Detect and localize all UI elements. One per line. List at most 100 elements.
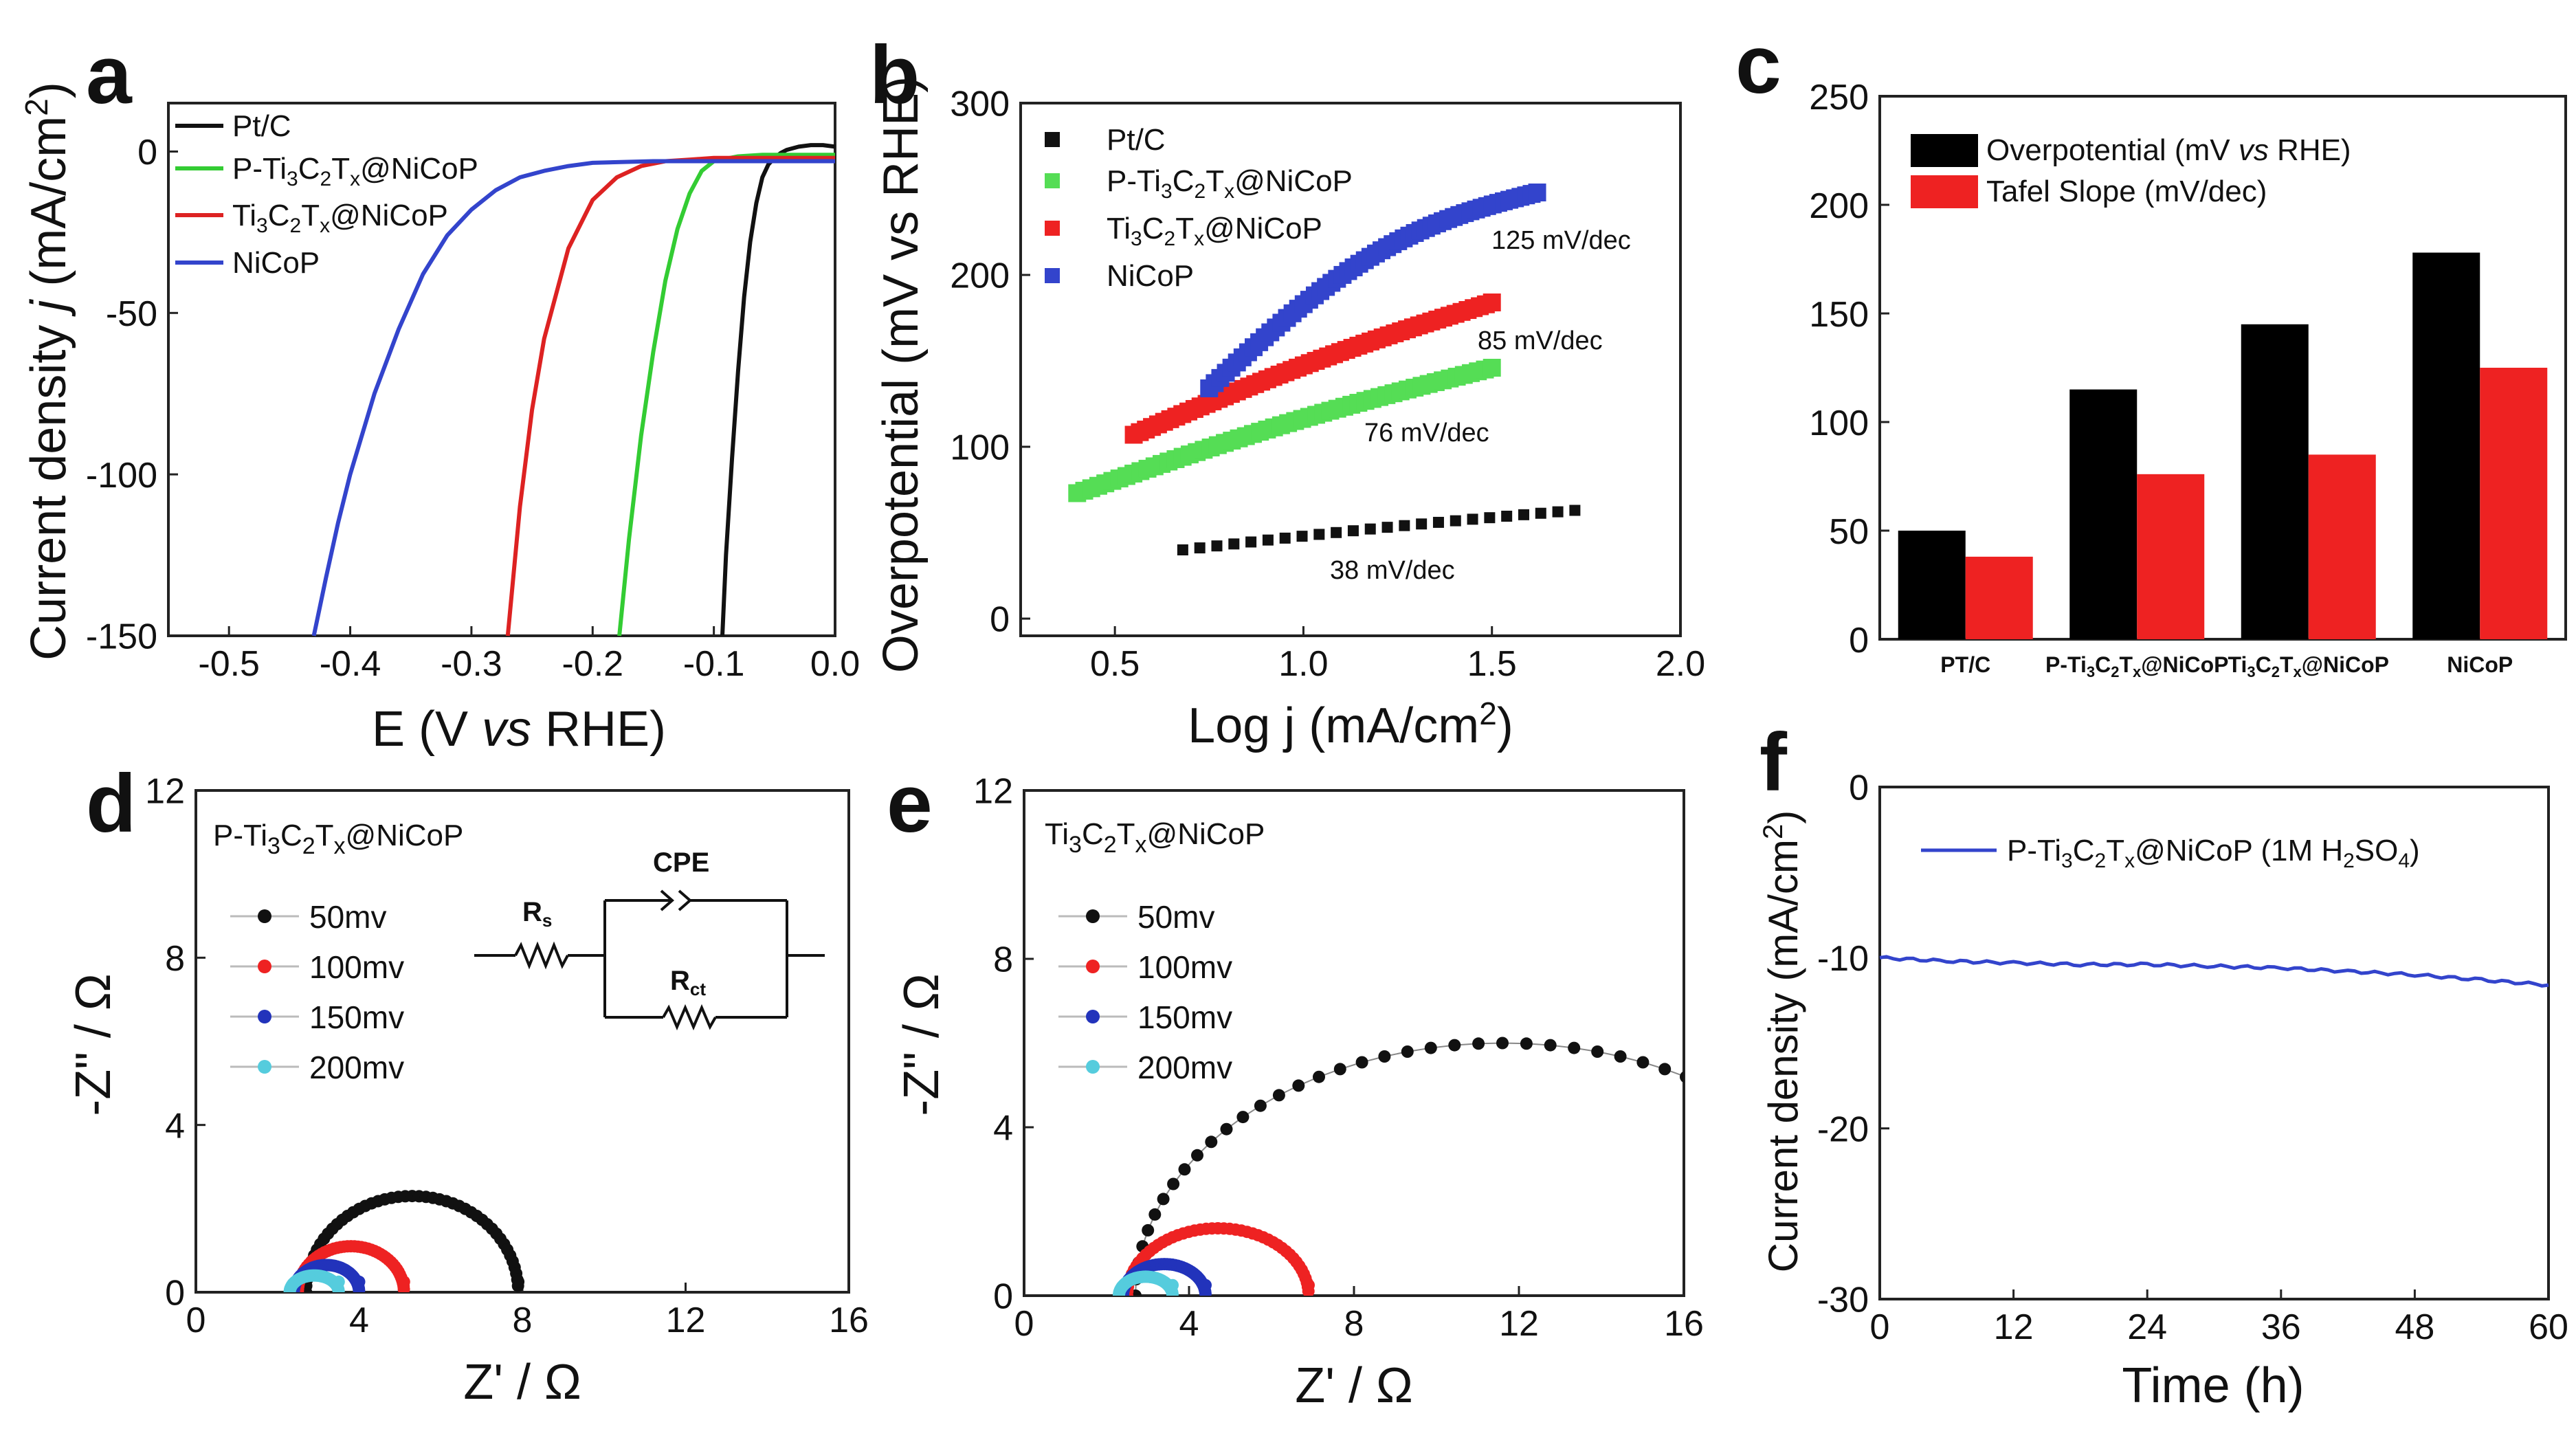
data-point-pt-c [1381,522,1393,533]
panel-f: f 0 12 24 36 48 60 0 -10 -20 -30 P-Ti3C2Tx@NiCoP … [1758,716,2568,1413]
panel-d-ylabel: -Z" / Ω [66,973,121,1116]
panel-c-ytick-label: 150 [1809,295,1869,335]
legend-ti3c2tx-nicop: Ti3C2Tx@NiCoP [1107,212,1322,250]
data-point-50mv [1738,1100,1751,1112]
data-point-50mv [1424,1041,1437,1054]
legend-p-ti3c2tx-nicop: P-Ti3C2Tx@NiCoP [1107,164,1353,203]
legend-marker-50mv [1086,909,1100,923]
panel-a-ytick-label: -100 [86,456,157,496]
panel-d-letter: d [86,757,136,850]
data-point-200mv [332,1275,345,1288]
data-point-50mv [1472,1037,1485,1050]
panel-f-ytick-label: 0 [1849,768,1869,808]
panel-a-frame [167,102,836,637]
panel-b-ytick-label: 300 [950,85,1010,124]
data-point-pt-c [1347,525,1359,537]
panel-e-ylabel: -Z" / Ω [894,973,949,1116]
panel-e: e 0 4 8 12 16 0 4 8 12 Ti3C2Tx@NiCoP 50mv 100mv 15… [887,757,1856,1413]
circuit-label-rct: Rct [670,966,706,999]
legend-marker-150mv [1086,1010,1100,1023]
panel-e-xtick-label: 16 [1664,1304,1704,1344]
data-point-pt-c [1211,540,1223,552]
panel-a-ytick-label: -50 [106,294,157,334]
panel-e-ytick-label: 12 [973,772,1013,812]
panel-f-xtick-label: 48 [2395,1307,2434,1347]
bar-overpotential-ti3c2tx-nicop [2241,324,2309,639]
panel-d-title: P-Ti3C2Tx@NiCoP [213,819,463,859]
data-point-ti3c2tx-nicop [1483,293,1501,311]
legend-100mv: 100mv [1137,949,1232,985]
data-point-pt-c [1467,513,1478,525]
legend-marker-p-ti3c2tx-nicop [1045,173,1060,188]
category-label-p-ti3c2tx-nicop: P-Ti3C2Tx@NiCoP [2045,652,2228,680]
panel-a-xtick-label: 0.0 [810,644,860,684]
data-point-50mv [1292,1079,1305,1092]
panel-c-frame [1878,95,2567,641]
data-point-pt-c [1177,544,1188,555]
panel-c-legend: Overpotential (mV vs RHE) Tafel Slope (m… [1911,133,2351,208]
category-label-pt-c: PT/C [1940,652,1990,677]
slope-label-ti3c2tx-nicop: 85 mV/dec [1478,326,1603,355]
data-point-50mv [1520,1037,1533,1050]
panel-b-xtick-label: 0.5 [1090,644,1140,684]
panel-e-letter: e [887,757,933,850]
panel-f-xtick-label: 60 [2529,1307,2568,1347]
category-label-ti3c2tx-nicop: Ti3C2Tx@NiCoP [2228,652,2389,680]
panel-d-xtick-label: 8 [513,1300,533,1340]
data-point-pt-c [1552,506,1564,518]
panel-d-legend: 50mv 100mv 150mv 200mv [230,899,404,1085]
legend-marker-50mv [258,909,271,923]
data-point-pt-c [1432,516,1444,528]
panel-e-xlabel: Z' / Ω [1295,1358,1413,1413]
panel-e-xtick-label: 12 [1499,1304,1539,1344]
data-point-pt-c [1228,538,1240,550]
data-point-50mv [1844,1208,1856,1221]
panel-e-ytick-label: 4 [993,1109,1013,1149]
panel-f-xlabel: Time (h) [2122,1358,2304,1413]
panel-a-xlabel: E (V vs RHE) [372,702,666,757]
data-point-50mv [1720,1089,1732,1101]
data-point-50mv [512,1275,525,1288]
data-point-50mv [1568,1041,1581,1054]
data-point-50mv [1355,1056,1368,1069]
data-point-pt-c [1501,511,1513,522]
legend-100mv: 100mv [309,949,404,985]
panel-f-ytick-label: -20 [1817,1109,1869,1149]
panel-d-xtick-label: 16 [829,1300,869,1340]
data-point-pt-c [1194,542,1206,554]
panel-c-ytick-label: 100 [1809,403,1869,443]
data-point-50mv [1825,1178,1838,1190]
legend-marker-200mv [258,1060,271,1074]
data-point-50mv [1313,1070,1325,1083]
panel-e-title: Ti3C2Tx@NiCoP [1045,817,1265,858]
panel-f-letter: f [1759,716,1788,808]
data-point-150mv [1199,1278,1212,1292]
series-line-stability [1879,955,2549,988]
panel-a-ytick-label: 0 [137,133,157,173]
data-point-50mv [1236,1111,1250,1124]
bar-tafel-nicop [2480,368,2548,639]
panel-b-ytick-label: 100 [950,428,1010,468]
panel-e-ytick-label: 8 [993,940,1013,980]
series-line-p-ti3c2tx-nicop [617,153,835,636]
legend-marker-ptc [1045,132,1060,147]
data-point-50mv [1835,1193,1847,1205]
panel-f-ylabel: Current density (mA/cm2) [1758,810,1806,1272]
legend-marker-nicop [1045,268,1060,283]
data-point-50mv [1401,1045,1414,1058]
panel-b-frame [1019,102,1682,637]
panel-e-xtick-label: 4 [1179,1304,1199,1344]
panel-b-xtick-label: 1.0 [1278,644,1328,684]
data-point-p-ti3c2tx-nicop [1483,359,1501,377]
legend-200mv: 200mv [1137,1050,1232,1085]
slope-label-nicop: 125 mV/dec [1491,226,1631,255]
data-point-50mv [1191,1149,1203,1162]
panel-f-xtick-label: 0 [1870,1307,1890,1347]
panel-b-ytick-label: 200 [950,256,1010,296]
panel-f-xtick-label: 36 [2261,1307,2301,1347]
panel-d-ytick-label: 4 [165,1106,185,1146]
panel-a-xtick-label: -0.4 [320,644,381,684]
panel-b-xtick-label: 1.5 [1467,644,1517,684]
legend-swatch-tafel [1911,175,1978,208]
data-point-100mv [397,1275,410,1288]
